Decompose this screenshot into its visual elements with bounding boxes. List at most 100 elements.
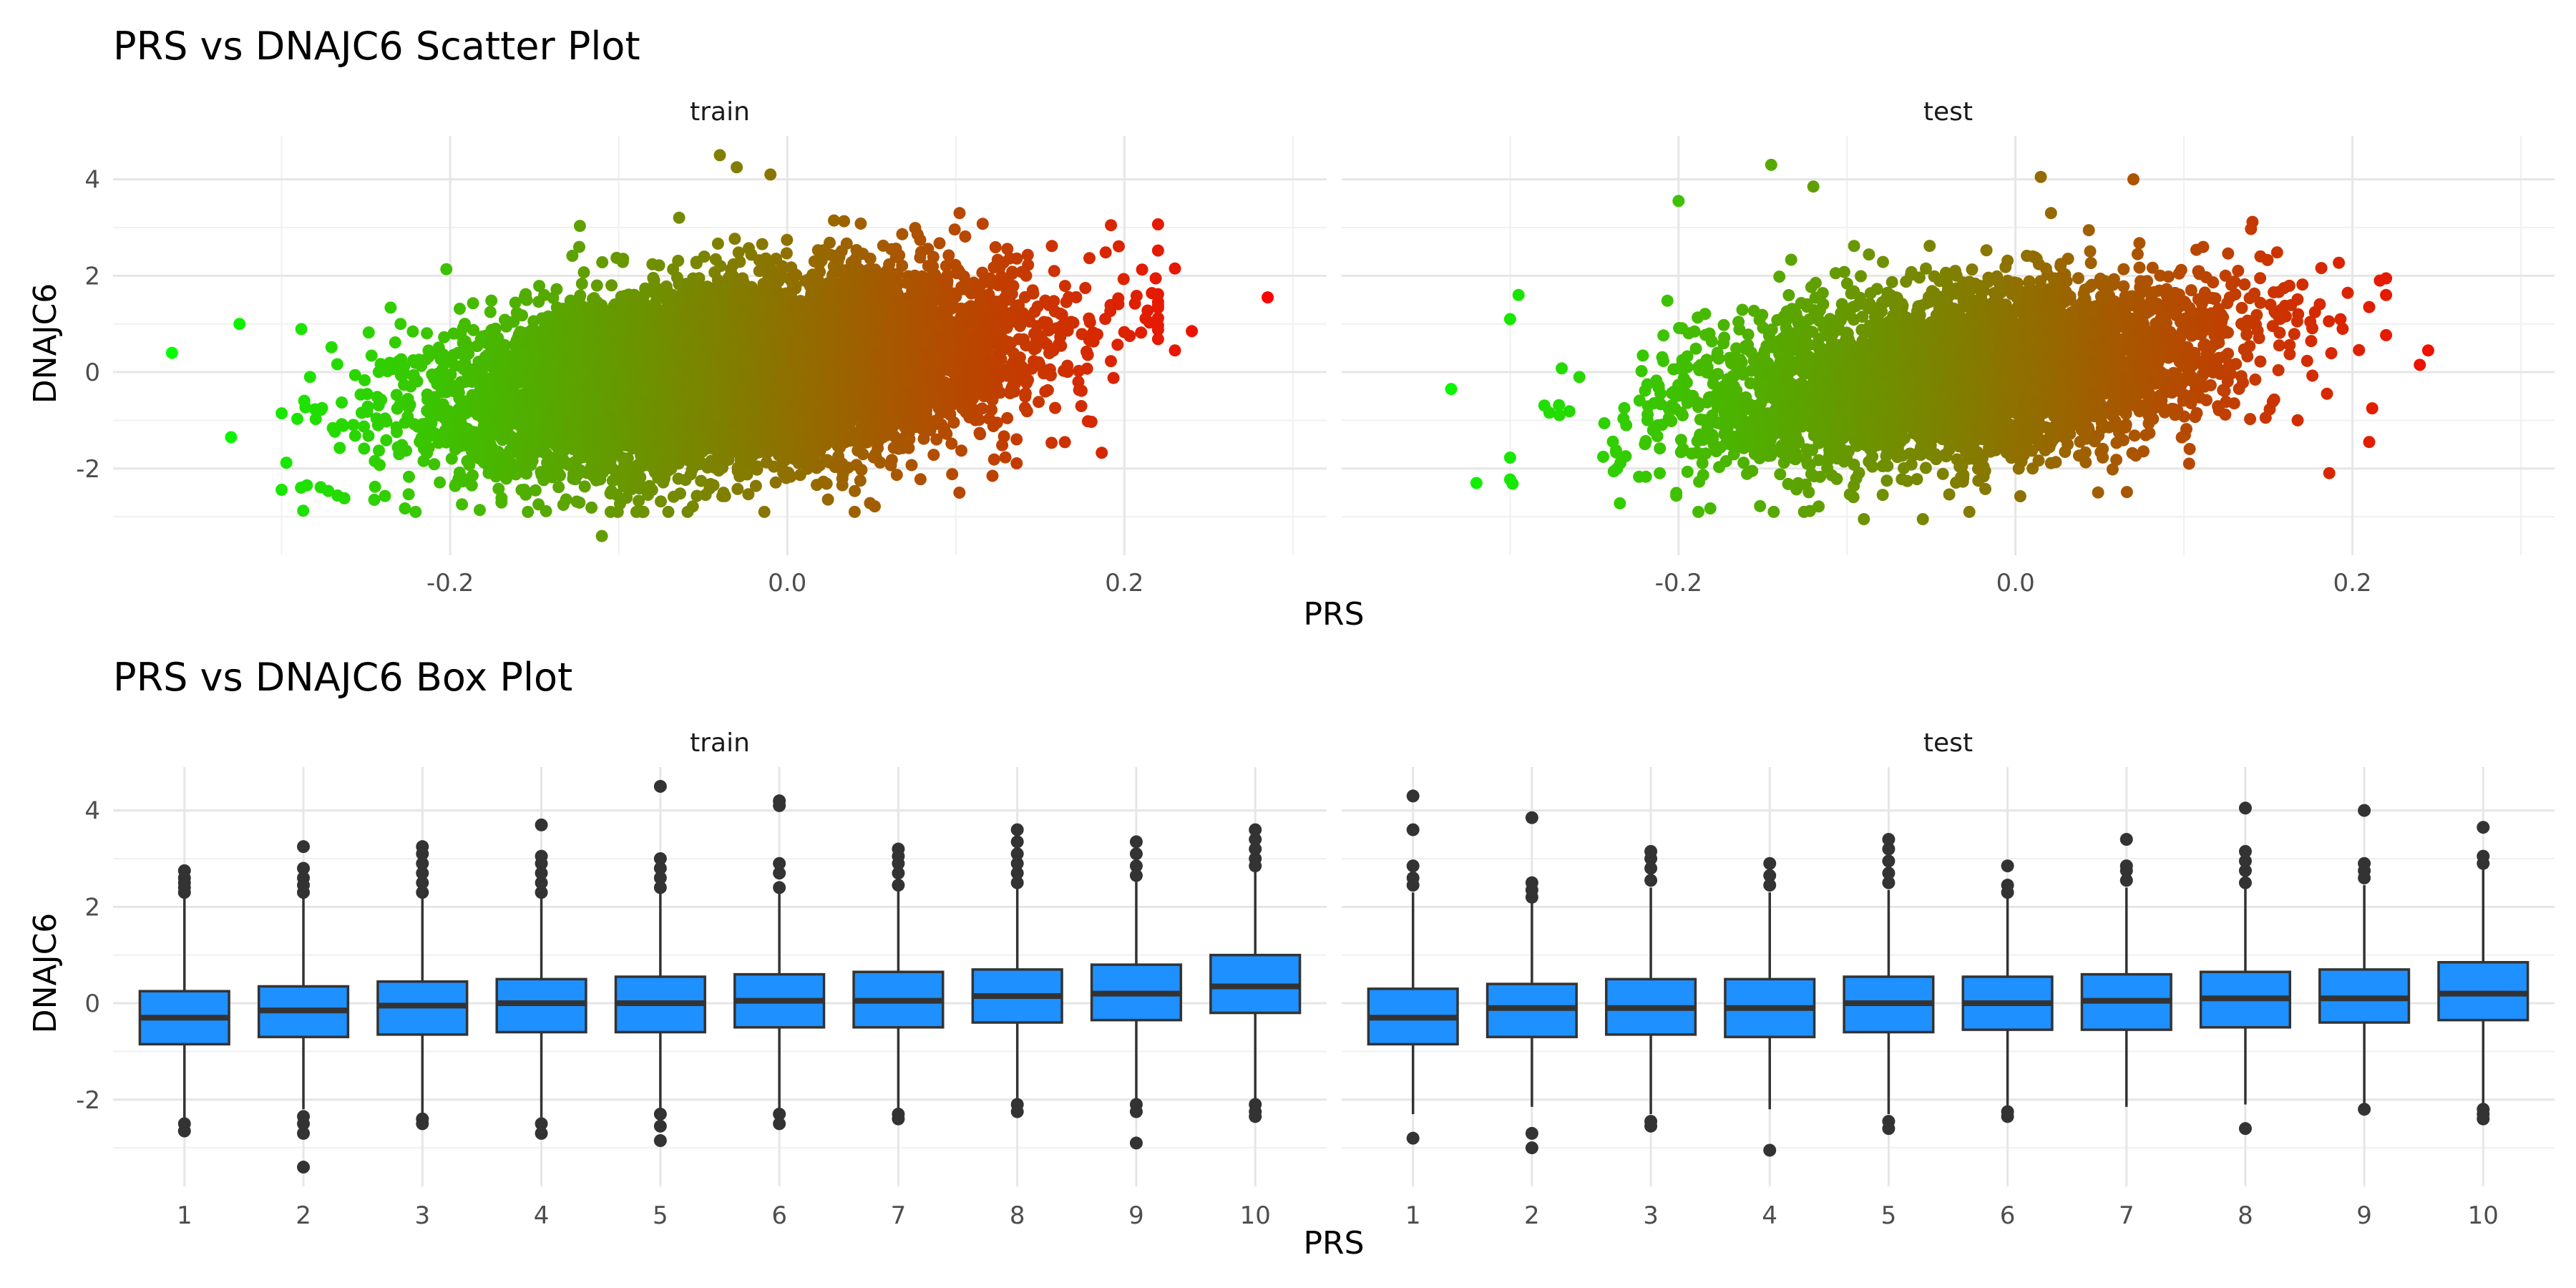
scatter-point [821,493,834,506]
x-tick-label: 0.2 [1105,569,1143,597]
scatter-point [484,306,497,318]
scatter-point [362,429,375,442]
scatter-point [1107,371,1120,384]
scatter-points [165,149,1274,542]
x-tick-label: 0.0 [768,569,806,597]
scatter-point [457,321,469,334]
scatter-point [1033,356,1045,369]
y-tick-label: -2 [76,455,100,484]
y-tick-label: 4 [84,166,100,195]
scatter-point [973,426,986,439]
scatter-chart: PRS vs DNAJC6 Scatter Plot -0.2 0.0 0.2 -2 0… [27,24,2555,633]
scatter-point [959,230,972,243]
scatter-point [522,505,535,518]
scatter-point [369,480,381,493]
scatter-point [515,484,528,497]
scatter-point [409,356,421,369]
y-tick-label: 2 [84,262,100,291]
scatter-point [399,502,411,514]
scatter-point [1075,384,1088,397]
scatter-point [393,448,406,461]
scatter-point [662,505,675,518]
scatter-point [575,278,588,290]
scatter-point [731,482,744,495]
scatter-point [1045,436,1058,449]
scatter-point [529,484,542,497]
scatter-point [854,474,867,487]
scatter-point [759,252,772,265]
scatter-point [953,487,966,499]
scatter-point [1117,273,1130,286]
scatter-point [452,472,465,485]
scatter-point [1058,280,1071,293]
scatter-point [280,457,293,469]
scatter-point [1141,304,1154,317]
scatter-point [358,420,371,433]
scatter-point [914,473,927,486]
scatter-point [325,341,338,353]
scatter-point [999,451,1012,464]
scatter-point [492,482,505,495]
scatter-point [331,358,343,371]
scatter-point [358,442,371,455]
scatter-point [403,470,415,483]
scatter-point [673,278,686,291]
scatter-point [653,259,665,272]
scatter-point [578,480,591,493]
panel-strip-label: train [690,97,750,127]
scatter-point [297,504,310,517]
scatter-point [1135,326,1148,339]
scatter-point [295,323,308,336]
scatter-point [389,336,401,348]
scatter-point [781,233,794,246]
scatter-point [428,458,441,471]
scatter-point [333,441,346,454]
scatter-point [390,389,403,401]
scatter-point [1118,326,1131,338]
scatter-point [1151,218,1164,230]
scatter-point [946,468,959,481]
scatter-point [1105,355,1117,368]
scatter-point [374,459,386,472]
scatter-point [409,505,422,518]
scatter-point [467,297,479,310]
scatter-point [1083,316,1096,328]
scatter-point [380,434,393,447]
scatter-point [927,449,940,462]
scatter-point [316,401,328,414]
scatter-point [1020,269,1033,282]
scatter-point [605,279,618,292]
scatter-point [989,241,1002,253]
scatter-point [590,279,603,292]
scatter-point [711,238,724,250]
scatter-point [456,498,469,511]
scatter-point [391,426,403,439]
scatter-point [849,484,862,497]
scatter-point [749,479,762,492]
scatter-point [758,505,771,518]
scatter-point [402,488,415,501]
scatter-point [379,489,391,502]
scatter-panel-train: -0.2 0.0 0.2 -2 0 2 4 train [76,97,1327,597]
scatter-point [933,237,946,250]
scatter-point [309,413,322,426]
y-tick-label: 0 [84,358,100,387]
scatter-point [708,462,721,474]
scatter-point [495,492,508,504]
scatter-point [560,493,572,506]
scatter-point [709,253,722,265]
scatter-point [1080,362,1093,375]
scatter-point [275,407,288,420]
scatter-point [780,247,793,260]
scatter-point [953,207,966,220]
scatter-point [394,318,407,331]
scatter-point [485,294,498,307]
x-tick-label: -0.2 [426,569,474,597]
scatter-point [987,453,1000,466]
scatter-point [299,401,312,414]
scatter-point [905,459,918,472]
scatter-title: PRS vs DNAJC6 Scatter Plot [113,24,640,69]
